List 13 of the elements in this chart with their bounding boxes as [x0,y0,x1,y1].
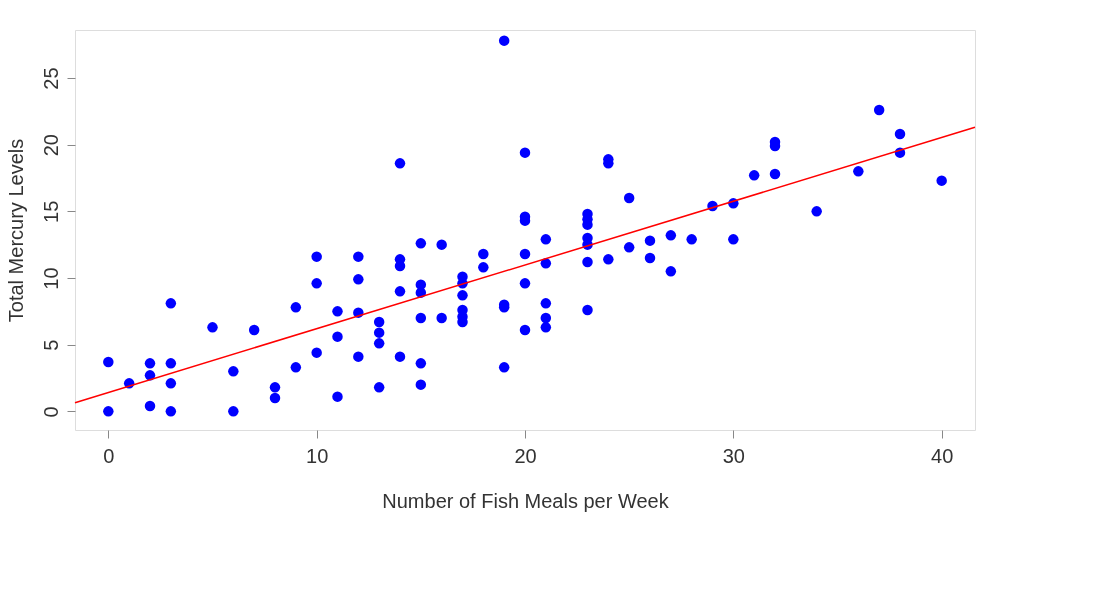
y-tick-label: 20 [39,134,62,157]
y-tick-label: 15 [39,200,62,223]
y-tick-label: 5 [39,339,62,351]
y-axis-title: Total Mercury Levels [4,138,27,323]
x-tick-label: 10 [306,444,329,467]
x-axis-title: Number of Fish Meals per Week [382,489,670,512]
x-tick-label: 0 [103,444,115,467]
x-tick-label: 40 [931,444,954,467]
x-tick-label: 20 [514,444,537,467]
y-tick-label: 10 [39,267,62,290]
x-tick-label: 30 [722,444,745,467]
y-tick-label: 0 [39,406,62,418]
y-tick-label: 25 [39,67,62,90]
